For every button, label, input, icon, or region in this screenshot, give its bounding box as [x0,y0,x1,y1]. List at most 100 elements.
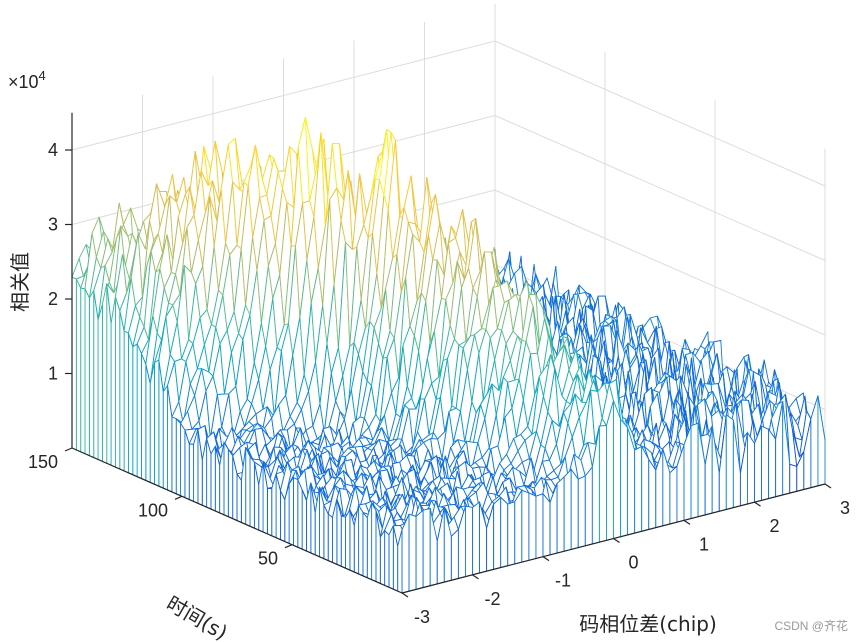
mesh-skirt [75,278,82,453]
y-tick-mark [64,447,73,452]
mesh-skirt [345,508,351,571]
y-tick-label: 50 [258,549,278,569]
mesh-skirt [535,493,544,560]
mesh-skirt [80,287,86,455]
mesh-skirt [584,465,593,547]
mesh-skirt [245,447,251,527]
mesh-skirt [327,513,333,564]
mesh-skirt [292,476,299,548]
mesh-skirt [119,310,125,472]
mesh-skirt [114,296,121,470]
mesh-skirt [97,304,103,463]
mesh-skirt [127,333,134,476]
mesh-skirt [634,445,643,534]
mesh-skirt [384,529,390,588]
mesh-skirt [761,425,770,501]
mesh-skirt [472,501,480,576]
mesh-skirt [641,446,650,532]
x-axis-title: 码相位差(chip) [579,612,717,636]
z-tick-label: 3 [48,215,58,235]
mesh-skirt [725,414,734,511]
mesh-skirt [606,400,614,541]
mesh-skirt [789,463,798,494]
y-axis-title: 时间(s) [162,591,231,642]
mesh-skirt [362,511,368,579]
mesh-skirt [500,496,509,569]
y-axis-line [71,447,403,594]
mesh-skirt [279,490,286,543]
mesh-skirt [301,489,307,552]
mesh-skirt [227,447,234,520]
mesh-skirt [184,429,190,501]
mesh-skirt [514,488,523,565]
x-tick-mark [824,483,832,489]
mesh-skirt [171,416,177,495]
mesh-skirt [162,384,168,491]
z-tick-label: 4 [48,140,58,160]
mesh-skirt [747,431,755,505]
mesh-skirt [415,509,424,590]
mesh-skirt [422,507,431,589]
mesh-skirt [288,476,294,546]
mesh-skirt [388,525,394,590]
mesh-skirt [768,427,777,500]
y-tick-mark [284,544,293,549]
mesh-skirt [132,343,138,478]
mesh-skirt [188,443,195,503]
mesh-skirt [521,489,530,563]
mesh-skirt [149,362,155,485]
x-tick-label: -1 [555,571,571,591]
mesh-skirt [249,455,255,529]
x-tick-mark [683,519,691,525]
x-tick-mark [472,574,479,580]
mesh-skirt [358,503,364,577]
x-tick-mark [754,501,761,507]
x-tick-mark [401,592,409,598]
mesh-skirt [408,513,417,592]
axes-lines [64,112,832,598]
mesh-skirt [110,296,116,468]
mesh-skirt [210,444,216,512]
mesh-skirt [88,289,95,459]
mesh-skirt [669,465,678,525]
x-tick-label: 0 [628,553,638,573]
mesh-skirt [93,290,99,461]
x-tick-mark [542,556,550,562]
mesh-skirt [620,418,629,538]
mesh-skirt [123,330,129,474]
z-axis-title: 相关值 [8,252,32,312]
mesh-skirt [598,425,607,543]
z-gridline [71,40,826,187]
mesh-skirt [563,468,572,552]
mesh-skirt [577,475,586,549]
x-tick-label: 1 [699,534,709,554]
mesh-skirt [101,283,108,464]
mesh-skirt [465,505,473,578]
mesh-skirt [84,288,90,457]
x-tick-label: -3 [414,607,430,627]
mesh-skirt [556,475,565,554]
mesh-skirt [366,502,373,581]
z-tick-label: 1 [48,364,58,384]
mesh-skirt [528,492,537,561]
mesh-skirt [297,479,303,550]
y-tick-label: 150 [28,452,58,472]
x-tick-label: 2 [769,516,779,536]
mesh-skirt [493,496,502,570]
mesh-skirt [379,529,386,587]
mesh-skirt [266,487,273,537]
mesh-skirt [810,395,819,489]
z-tick-label: 2 [48,289,58,309]
mesh-skirt [613,400,621,540]
mesh-skirt [542,492,551,558]
mesh-skirt [371,501,377,583]
z-exponent-value: 4 [39,68,46,83]
mesh-skirt [223,441,229,518]
mesh-skirt [145,364,151,484]
mesh-skirt [690,422,699,520]
mesh-skirt [175,417,182,497]
mesh-skirt [236,472,242,524]
